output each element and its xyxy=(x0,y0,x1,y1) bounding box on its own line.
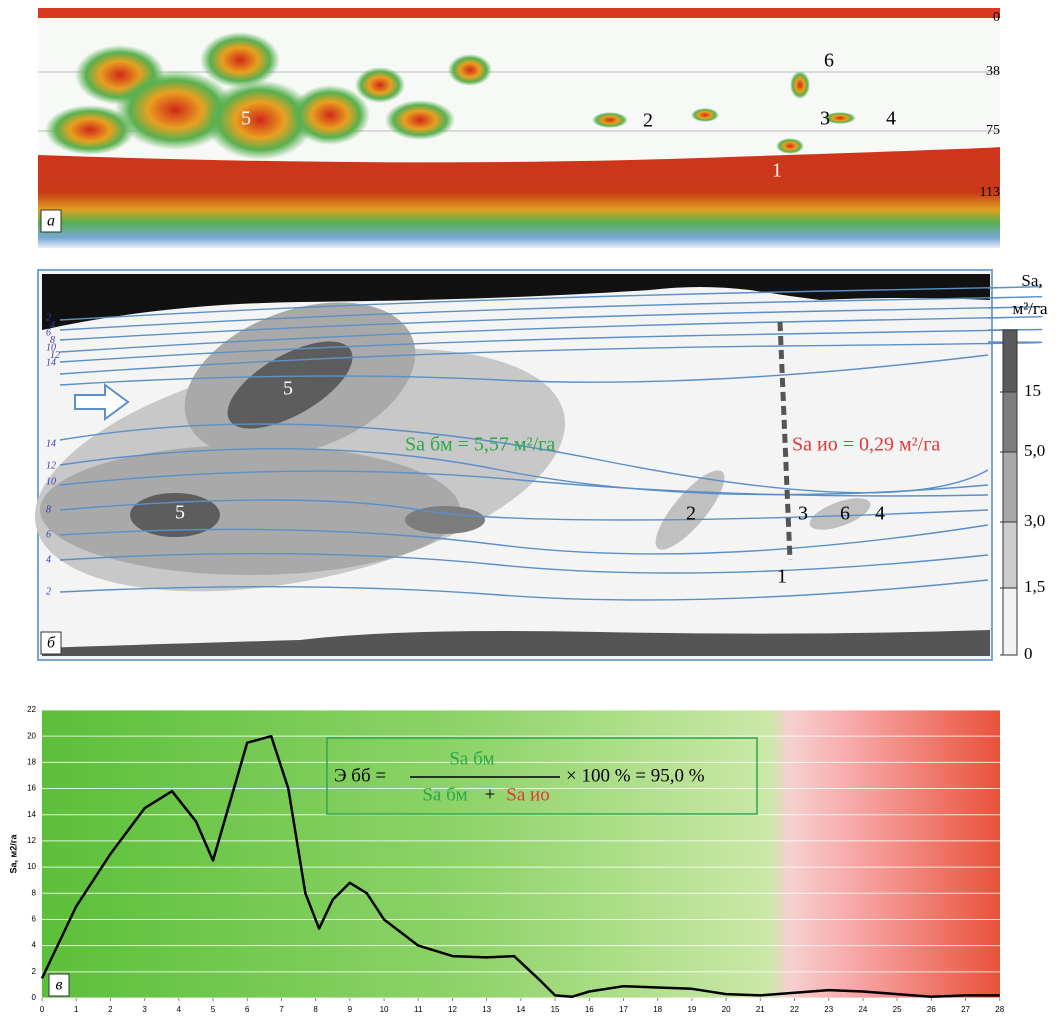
x-tick-label: 20 xyxy=(722,1005,731,1014)
zone-label: 2 xyxy=(643,110,653,132)
x-tick-label: 10 xyxy=(380,1005,389,1014)
x-tick-label: 8 xyxy=(313,1005,318,1014)
x-tick-label: 6 xyxy=(245,1005,250,1014)
zone-label: 3 xyxy=(798,503,808,525)
colorbar-band xyxy=(1003,452,1017,522)
x-tick-label: 11 xyxy=(414,1005,423,1014)
surface-band xyxy=(38,8,1000,18)
y-tick-label: 10 xyxy=(27,862,36,871)
formula-lhs: Э бб = xyxy=(334,765,386,786)
y-tick-label: 18 xyxy=(27,757,36,766)
y-tick-label: 2 xyxy=(32,967,37,976)
isobath-label: 12 xyxy=(46,460,56,471)
legend-title: Sa, xyxy=(1021,271,1042,290)
figure: 5 2 6 3 4 1 0 38 75 113 а 5 5 2 3 6 4 1 … xyxy=(0,0,1058,1018)
zone-label: 6 xyxy=(840,503,850,525)
zone-label: 3 xyxy=(820,108,830,130)
depth-label: 113 xyxy=(980,185,1000,200)
colorbar-label: 3,0 xyxy=(1024,511,1045,530)
zone-label: 1 xyxy=(772,160,782,182)
panel-label: б xyxy=(47,635,56,652)
panel-label: а xyxy=(47,213,55,230)
x-tick-label: 1 xyxy=(74,1005,79,1014)
colorbar-label: 5,0 xyxy=(1024,441,1045,460)
zone-label: 2 xyxy=(686,503,696,525)
x-tick-label: 16 xyxy=(585,1005,594,1014)
colorbar-band xyxy=(1003,330,1017,392)
isobath-label: 14 xyxy=(46,357,56,368)
isobath-label: 10 xyxy=(46,476,56,487)
x-tick-label: 17 xyxy=(619,1005,628,1014)
map: 5 5 2 3 6 4 1 Sa бм = 5,57 м²/га Sa ио =… xyxy=(13,270,1048,663)
y-tick-label: 22 xyxy=(27,705,36,714)
x-tick-label: 23 xyxy=(824,1005,833,1014)
x-tick-label: 4 xyxy=(177,1005,182,1014)
y-tick-label: 20 xyxy=(27,731,36,740)
y-tick-label: 6 xyxy=(32,915,37,924)
echogram: 5 2 6 3 4 1 0 38 75 113 а xyxy=(38,8,1000,248)
sa-main: Sa бм = 5,57 м²/га xyxy=(405,434,555,456)
x-tick-label: 24 xyxy=(858,1005,867,1014)
seabed xyxy=(38,147,1000,248)
depth-label: 75 xyxy=(986,123,1000,138)
panel-label: в xyxy=(56,977,63,994)
zone-label: 5 xyxy=(241,108,251,130)
x-tick-label: 13 xyxy=(482,1005,491,1014)
y-tick-label: 12 xyxy=(27,836,36,845)
x-tick-label: 25 xyxy=(893,1005,902,1014)
x-tick-label: 5 xyxy=(211,1005,216,1014)
zone-label: 6 xyxy=(824,50,834,72)
isobath-label: 14 xyxy=(46,438,56,449)
depth-label: 0 xyxy=(993,10,1000,25)
colorbar-band xyxy=(1003,522,1017,588)
formula-denominator-b: Sa ио xyxy=(506,784,549,805)
x-tick-label: 26 xyxy=(927,1005,936,1014)
formula-denominator-a: Sa бм xyxy=(422,784,467,805)
y-tick-label: 0 xyxy=(32,993,37,1002)
x-tick-label: 3 xyxy=(142,1005,147,1014)
zone-label: 1 xyxy=(777,566,787,588)
plot-bg xyxy=(42,710,1000,998)
y-tick-label: 8 xyxy=(32,888,37,897)
colorbar-band xyxy=(1003,392,1017,452)
x-tick-label: 0 xyxy=(40,1005,45,1014)
colorbar-label: 0 xyxy=(1024,644,1033,663)
legend-unit: м²/га xyxy=(1012,299,1048,318)
formula-rhs: × 100 % = 95,0 % xyxy=(566,765,705,786)
depth-label: 38 xyxy=(986,64,1000,79)
x-tick-label: 18 xyxy=(653,1005,662,1014)
x-tick-label: 7 xyxy=(279,1005,284,1014)
x-tick-label: 2 xyxy=(108,1005,113,1014)
x-tick-label: 12 xyxy=(448,1005,457,1014)
zone-label: 4 xyxy=(886,108,896,130)
y-tick-label: 4 xyxy=(32,941,37,950)
zone-label: 5 xyxy=(283,378,293,400)
isobath-label: 2 xyxy=(46,586,51,597)
x-tick-label: 21 xyxy=(756,1005,765,1014)
x-tick-label: 22 xyxy=(790,1005,799,1014)
x-tick-label: 28 xyxy=(995,1005,1004,1014)
formula-plus: + xyxy=(485,784,496,805)
zone-label: 5 xyxy=(175,502,185,524)
y-axis-label: Sa, м2/га xyxy=(8,834,18,874)
formula-numerator: Sa бм xyxy=(449,748,494,769)
y-tick-label: 14 xyxy=(27,810,36,819)
isobath-label: 6 xyxy=(46,529,51,540)
zone-label: 4 xyxy=(875,503,885,525)
x-tick-label: 9 xyxy=(348,1005,353,1014)
colorbar-label: 1,5 xyxy=(1024,577,1045,596)
x-tick-label: 15 xyxy=(551,1005,560,1014)
y-tick-label: 16 xyxy=(27,784,36,793)
isobath-label: 4 xyxy=(46,554,51,565)
colorbar-label: 15 xyxy=(1024,381,1041,400)
page: 5 2 6 3 4 1 0 38 75 113 а 5 5 2 3 6 4 1 … xyxy=(0,0,1058,1018)
isobath-label: 8 xyxy=(46,504,51,515)
x-tick-label: 27 xyxy=(961,1005,970,1014)
sa-other: Sa ио = 0,29 м²/га xyxy=(792,434,940,456)
x-tick-label: 19 xyxy=(687,1005,696,1014)
colorbar: 15 5,0 3,0 1,5 0 xyxy=(1000,330,1045,663)
x-tick-label: 14 xyxy=(516,1005,525,1014)
colorbar-band xyxy=(1003,588,1017,655)
